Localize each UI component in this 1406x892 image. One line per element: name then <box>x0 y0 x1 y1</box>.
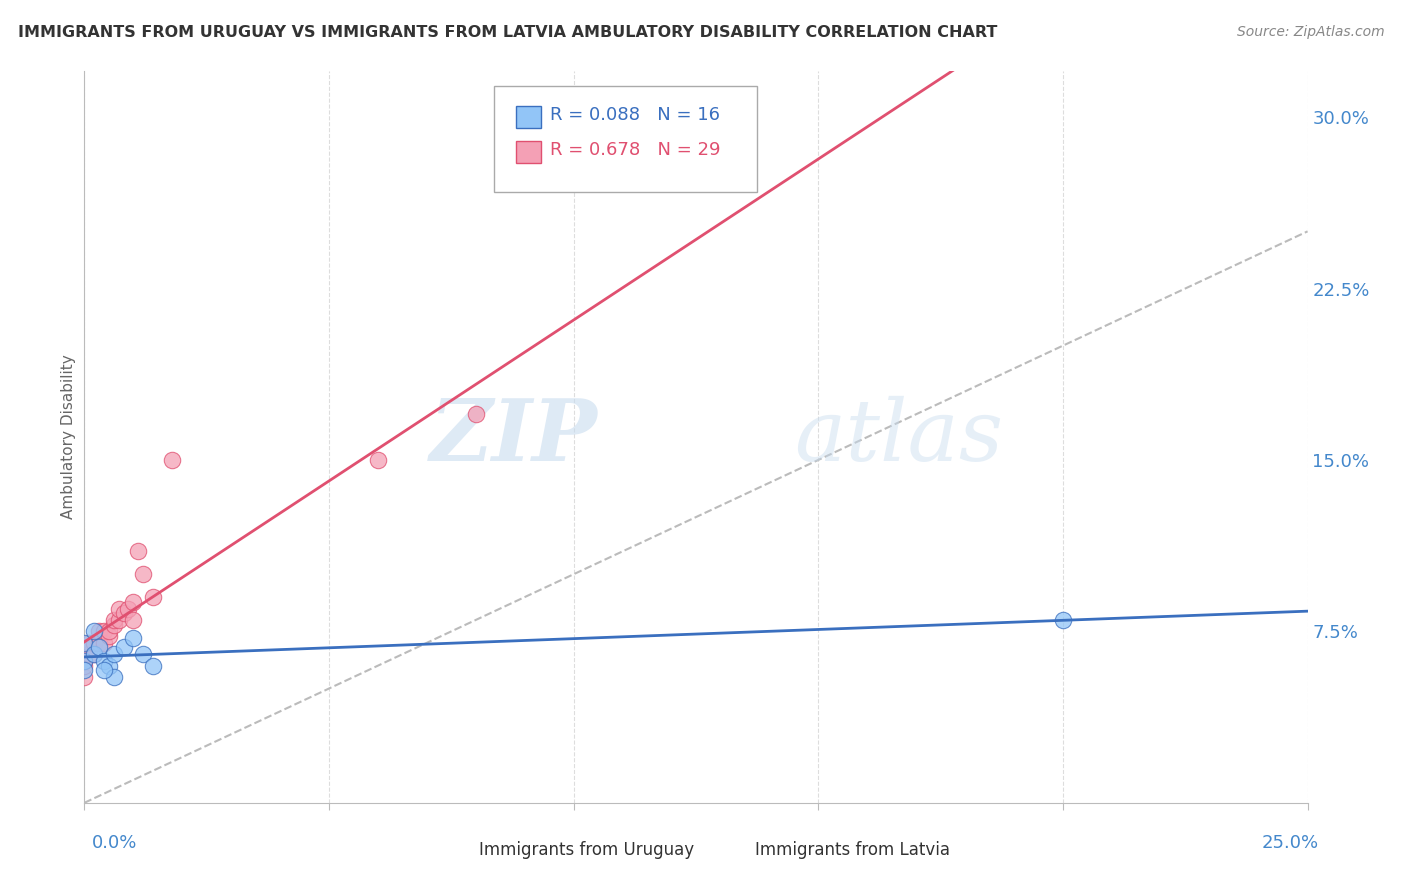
Point <box>122 613 145 627</box>
Point <box>464 407 486 421</box>
Point <box>87 624 110 639</box>
Point <box>122 632 145 646</box>
Point <box>73 640 96 655</box>
FancyBboxPatch shape <box>516 141 541 163</box>
Text: Immigrants from Latvia: Immigrants from Latvia <box>755 841 949 859</box>
Point <box>367 453 389 467</box>
Point <box>87 640 110 655</box>
Text: atlas: atlas <box>794 396 1002 478</box>
Point <box>93 654 115 668</box>
Point <box>132 567 155 582</box>
Point <box>73 658 96 673</box>
Point <box>112 640 135 655</box>
FancyBboxPatch shape <box>494 86 758 192</box>
Point <box>73 647 96 661</box>
Point <box>97 629 120 643</box>
Point <box>132 647 155 661</box>
FancyBboxPatch shape <box>516 106 541 128</box>
Point <box>162 453 184 467</box>
Point <box>87 636 110 650</box>
Point <box>73 670 96 684</box>
Point <box>112 606 135 620</box>
Point <box>83 636 105 650</box>
Point <box>103 617 125 632</box>
Point <box>1052 613 1074 627</box>
Text: R = 0.678   N = 29: R = 0.678 N = 29 <box>550 141 721 160</box>
Point <box>103 670 125 684</box>
Point <box>73 654 96 668</box>
FancyBboxPatch shape <box>446 839 472 862</box>
Point <box>103 613 125 627</box>
Point <box>142 658 165 673</box>
FancyBboxPatch shape <box>720 839 748 862</box>
Point <box>93 636 115 650</box>
Text: Immigrants from Uruguay: Immigrants from Uruguay <box>479 841 695 859</box>
Point <box>117 601 139 615</box>
Text: 25.0%: 25.0% <box>1261 834 1319 852</box>
Point <box>107 613 129 627</box>
Point <box>142 590 165 604</box>
Text: R = 0.088   N = 16: R = 0.088 N = 16 <box>550 106 720 124</box>
Text: Source: ZipAtlas.com: Source: ZipAtlas.com <box>1237 25 1385 39</box>
Text: 0.0%: 0.0% <box>91 834 136 852</box>
Point <box>127 544 149 558</box>
Point <box>122 595 145 609</box>
Point <box>83 647 105 661</box>
Point <box>77 647 100 661</box>
Point <box>107 601 129 615</box>
Point <box>77 636 100 650</box>
Y-axis label: Ambulatory Disability: Ambulatory Disability <box>60 355 76 519</box>
Point <box>97 658 120 673</box>
Point <box>93 624 115 639</box>
Point <box>103 647 125 661</box>
Point <box>93 663 115 677</box>
Text: IMMIGRANTS FROM URUGUAY VS IMMIGRANTS FROM LATVIA AMBULATORY DISABILITY CORRELAT: IMMIGRANTS FROM URUGUAY VS IMMIGRANTS FR… <box>18 25 998 40</box>
Point <box>83 647 105 661</box>
Point <box>73 636 96 650</box>
Point <box>97 624 120 639</box>
Point <box>73 663 96 677</box>
Text: ZIP: ZIP <box>430 395 598 479</box>
Point <box>83 624 105 639</box>
Point <box>73 654 96 668</box>
